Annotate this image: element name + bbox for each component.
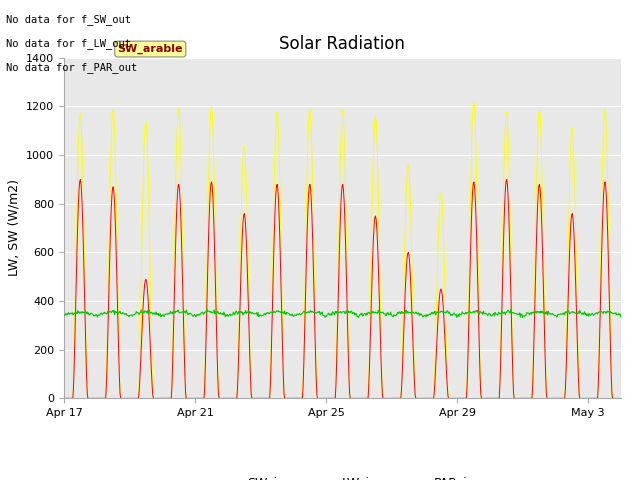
Y-axis label: LW, SW (W/m2): LW, SW (W/m2) — [8, 180, 20, 276]
Text: No data for f_LW_out: No data for f_LW_out — [6, 38, 131, 49]
Text: No data for f_PAR_out: No data for f_PAR_out — [6, 62, 138, 73]
Legend: SW_in, LW_in, PAR_in: SW_in, LW_in, PAR_in — [205, 471, 480, 480]
Text: SW_arable: SW_arable — [118, 44, 183, 54]
Text: No data for f_SW_out: No data for f_SW_out — [6, 14, 131, 25]
Title: Solar Radiation: Solar Radiation — [280, 35, 405, 53]
